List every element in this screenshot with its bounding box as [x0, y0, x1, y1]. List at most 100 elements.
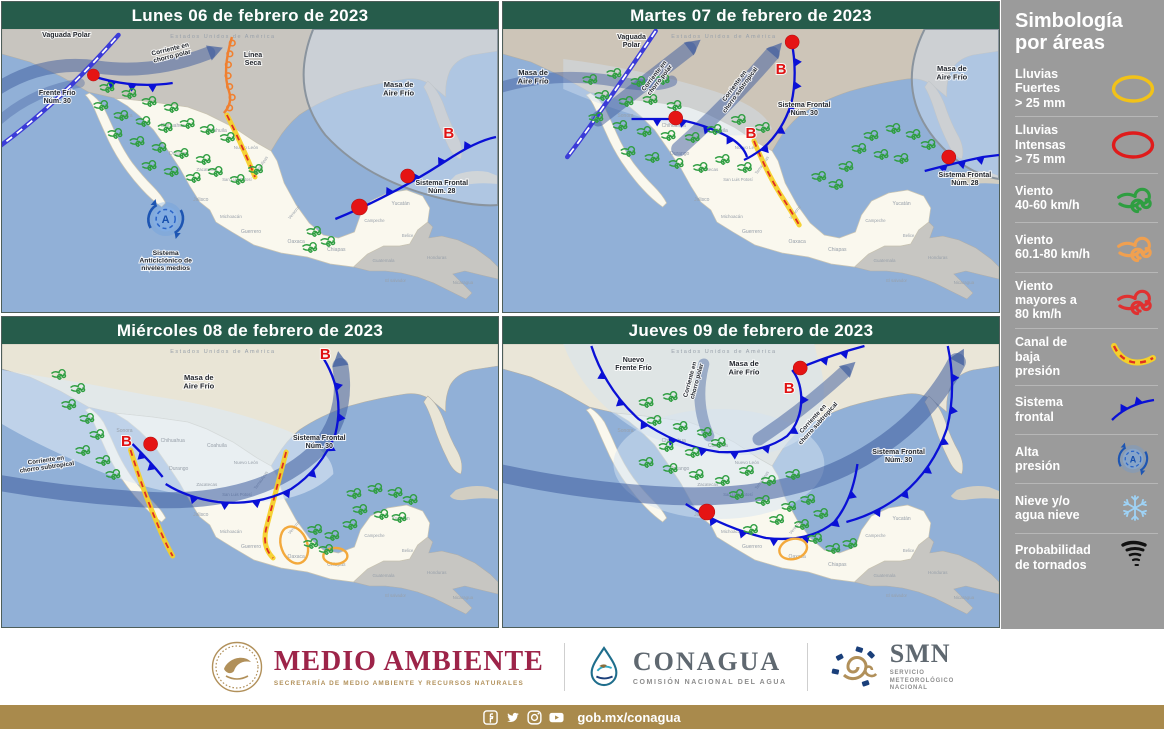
svg-text:B: B [121, 433, 132, 450]
svg-text:Belice: Belice [402, 548, 414, 553]
svg-text:Nuevo León: Nuevo León [735, 460, 760, 465]
svg-text:Chihuahua: Chihuahua [662, 123, 686, 129]
svg-text:Coahuila: Coahuila [207, 128, 227, 134]
map-title-monday: Lunes 06 de febrero de 2023 [2, 2, 498, 29]
svg-text:Belice: Belice [402, 233, 414, 238]
conagua-wordmark: CONAGUA [632, 646, 782, 676]
svg-text:San Luis Potosí: San Luis Potosí [723, 177, 753, 182]
svg-text:Jalisco: Jalisco [193, 512, 209, 518]
svg-text:Sonora: Sonora [617, 428, 633, 434]
smn-subtitle: SERVICIO METEOROLÓGICO NACIONAL [889, 669, 955, 692]
svg-text:Michoacán: Michoacán [220, 529, 242, 534]
svg-text:Jalisco: Jalisco [694, 197, 710, 203]
weather-map-canvas-tuesday: Estados Unidos de América Sonora Chihuahua… [503, 29, 999, 312]
conagua-logo: CONAGUA COMISIÓN NACIONAL DEL AGUA [585, 644, 787, 690]
svg-text:Jalisco: Jalisco [193, 197, 209, 203]
svg-text:El salvador: El salvador [886, 593, 907, 598]
svg-text:El salvador: El salvador [385, 593, 406, 598]
svg-text:Honduras: Honduras [427, 570, 447, 575]
legend-title: Simbología por áreas [1015, 10, 1123, 55]
legend-item-tornado-probability: Probabilidad de tornados [1015, 532, 1158, 582]
svg-text:Zacatecas: Zacatecas [196, 482, 218, 487]
svg-text:B: B [784, 380, 795, 397]
medio-ambiente-wordmark: MEDIO AMBIENTE [273, 645, 544, 677]
heavy-rain-ellipse-icon [1111, 74, 1155, 103]
svg-text:Honduras: Honduras [928, 255, 948, 260]
svg-text:Chihuahua: Chihuahua [161, 438, 185, 444]
svg-text:Estados Unidos de América: Estados Unidos de América [170, 349, 275, 355]
svg-text:Guerrero: Guerrero [742, 229, 762, 235]
legend-item-low-pressure-channel: Canal de baja presión [1015, 328, 1158, 385]
forecast-map-tuesday: Martes 07 de febrero de 2023 Estados Uni… [502, 1, 1000, 313]
svg-text:Guerrero: Guerrero [742, 544, 762, 550]
facebook-icon[interactable] [483, 709, 499, 725]
svg-text:Campeche: Campeche [865, 533, 886, 538]
water-drop-icon [590, 646, 618, 687]
svg-text:Yucatán: Yucatán [893, 516, 911, 522]
svg-text:Guatemala: Guatemala [373, 573, 396, 578]
weather-map-canvas-monday: Estados Unidos de AméricaSonoraChihuahua… [2, 29, 498, 312]
svg-text:Yucatán: Yucatán [893, 201, 911, 207]
svg-text:Nicaragua: Nicaragua [954, 595, 975, 600]
instagram-icon[interactable] [527, 709, 542, 725]
wind-40-60-icon [1117, 187, 1152, 214]
legend-label: Alta presión [1015, 444, 1061, 474]
tornado-icon [1121, 540, 1147, 566]
svg-text:Michoacán: Michoacán [721, 214, 743, 219]
forecast-map-monday: Lunes 06 de febrero de 2023 Estados Unid… [1, 1, 499, 313]
svg-text:El salvador: El salvador [886, 278, 907, 283]
svg-text:Coahuila: Coahuila [207, 443, 227, 449]
svg-text:B: B [776, 61, 787, 78]
svg-text:Yucatán: Yucatán [392, 201, 410, 207]
svg-text:El salvador: El salvador [385, 278, 406, 283]
svg-text:A: A [162, 214, 170, 226]
forecast-map-thursday: Jueves 09 de febrero de 2023 Estados Uni… [502, 316, 1000, 628]
svg-text:Oaxaca: Oaxaca [288, 554, 305, 560]
legend-label: Lluvias Fuertes > 25 mm [1015, 66, 1066, 110]
svg-text:Belice: Belice [903, 233, 915, 238]
map-title-tuesday: Martes 07 de febrero de 2023 [503, 2, 999, 29]
svg-text:Belice: Belice [903, 548, 915, 553]
twitter-icon[interactable] [505, 710, 520, 725]
footer-divider [806, 643, 808, 691]
svg-text:Guerrero: Guerrero [241, 229, 261, 235]
legend-label: Nieve y/o agua nieve [1015, 494, 1080, 523]
svg-text:B: B [443, 125, 454, 142]
legend-item-heavy-rain: Lluvias Fuertes > 25 mm [1015, 61, 1158, 117]
medio-ambiente-logo: MEDIO AMBIENTE SECRETARÍA DE MEDIO AMBIE… [210, 640, 544, 694]
weather-map-canvas-wednesday: Estados Unidos de América Sonora Chihuahua… [2, 344, 498, 627]
forecast-map-wednesday: Miércoles 08 de febrero de 2023 Estados … [1, 316, 499, 628]
institution-logos: MEDIO AMBIENTE SECRETARÍA DE MEDIO AMBIE… [0, 629, 1164, 705]
svg-text:A: A [1130, 454, 1137, 464]
wind-60-80-icon [1117, 237, 1152, 263]
svg-text:Guatemala: Guatemala [874, 573, 897, 578]
svg-text:Michoacán: Michoacán [220, 214, 242, 219]
legend-label: Sistema frontal [1015, 395, 1063, 424]
legend-item-wind-80-plus: Viento mayores a 80 km/h [1015, 271, 1158, 329]
map-title-thursday: Jueves 09 de febrero de 2023 [503, 317, 999, 344]
svg-text:Campeche: Campeche [364, 218, 385, 223]
mexico-seal-icon [211, 641, 263, 693]
svg-text:Vaguada Polar: Vaguada Polar [42, 32, 91, 39]
legend-items: Lluvias Fuertes > 25 mm Lluvias Intensas… [1015, 61, 1158, 582]
svg-text:Estados Unidos de América: Estados Unidos de América [671, 349, 776, 355]
gobmx-url[interactable]: gob.mx/conagua [577, 709, 681, 725]
svg-text:Guatemala: Guatemala [874, 258, 897, 263]
footer: MEDIO AMBIENTE SECRETARÍA DE MEDIO AMBIE… [0, 629, 1164, 729]
svg-text:Estados Unidos de América: Estados Unidos de América [671, 34, 776, 40]
low-pressure-channel-icon [1111, 342, 1156, 366]
legend-item-intense-rain: Lluvias Intensas > 75 mm [1015, 116, 1158, 173]
legend-item-wind-60-80: Viento 60.1-80 km/h [1015, 222, 1158, 271]
youtube-icon[interactable] [549, 710, 564, 725]
legend-panel: Simbología por áreas Lluvias Fuertes > 2… [1001, 0, 1164, 629]
